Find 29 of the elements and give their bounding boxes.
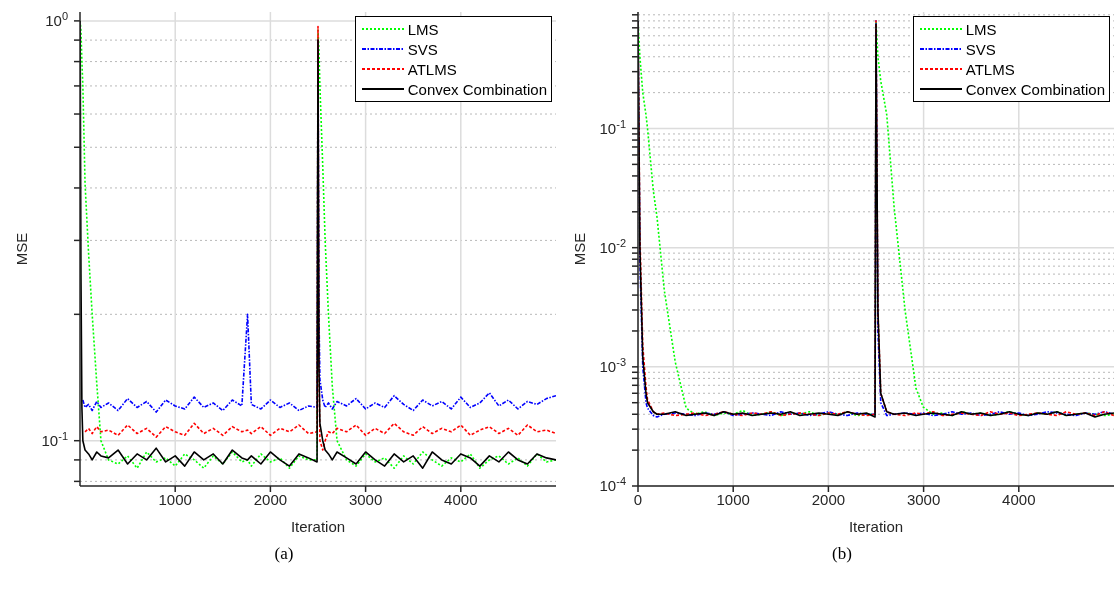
y-tick-label: 10$^{-4}$ (599, 475, 626, 494)
legend-label: ATLMS (965, 60, 1015, 78)
x-axis-title: Iteration (848, 518, 904, 535)
y-tick-label: 10$^{-1}$ (599, 117, 626, 137)
legend-label: Convex Combination (965, 80, 1105, 98)
legend-label: Convex Combination (407, 80, 547, 98)
y-tick-label: 10$^{-2}$ (599, 236, 626, 256)
x-tick-label: 0 (633, 490, 643, 508)
legend-label: LMS (965, 20, 997, 38)
y-axis-title: MSE (13, 232, 31, 266)
y-tick-label: 10$^{-3}$ (599, 355, 626, 375)
x-tick-label: 3000 (348, 490, 383, 508)
y-axis-title: MSE (571, 232, 589, 266)
legend-label: LMS (407, 20, 439, 38)
x-tick-label: 3000 (906, 490, 941, 508)
y-tick-label: 10$^{0}$ (45, 9, 68, 29)
x-tick-label: 4000 (444, 490, 478, 508)
x-tick-label: 1000 (716, 490, 750, 508)
legend-label: SVS (407, 40, 438, 58)
legend-label: ATLMS (407, 60, 457, 78)
x-axis-title: Iteration (290, 518, 346, 535)
x-tick-label: 4000 (1002, 490, 1036, 508)
text: (b) (832, 544, 852, 564)
text: (a) (274, 544, 294, 564)
x-tick-label: 2000 (253, 490, 288, 508)
y-tick-label: 10$^{-1}$ (41, 429, 68, 449)
x-tick-label: 1000 (158, 490, 192, 508)
x-tick-label: 2000 (811, 490, 846, 508)
legend-label: SVS (965, 40, 996, 58)
